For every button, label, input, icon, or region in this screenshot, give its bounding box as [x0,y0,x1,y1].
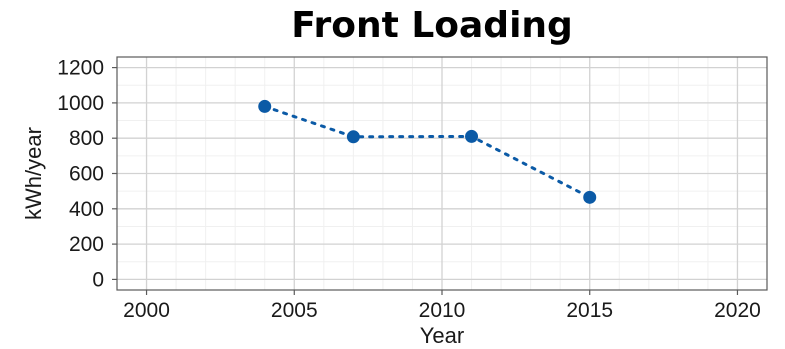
x-tick-label: 2000 [123,299,170,322]
y-tick-label: 400 [69,198,104,221]
y-tick-label: 1200 [57,57,104,80]
data-point [258,99,272,113]
x-tick-label: 2005 [271,299,318,322]
series-layer [258,99,597,204]
y-tick-label: 600 [69,163,104,186]
data-point [583,190,597,204]
data-point [346,130,360,144]
x-tick-label: 2015 [566,299,613,322]
x-axis: 2000 2005 2010 2015 2020 [123,290,761,322]
y-tick-label: 0 [92,268,104,291]
x-axis-label: Year [420,323,464,348]
y-tick-label: 200 [69,233,104,256]
series-line [263,104,592,199]
x-tick-label: 2020 [714,299,761,322]
y-tick-label: 800 [69,127,104,150]
y-axis-label: kWh/year [21,127,46,220]
data-point [465,129,479,143]
chart-title: Front Loading [291,5,573,46]
x-tick-label: 2010 [419,299,466,322]
major-grid [117,57,767,290]
y-axis: 0 200 400 600 800 1000 1200 [57,57,117,291]
y-tick-label: 1000 [57,92,104,115]
